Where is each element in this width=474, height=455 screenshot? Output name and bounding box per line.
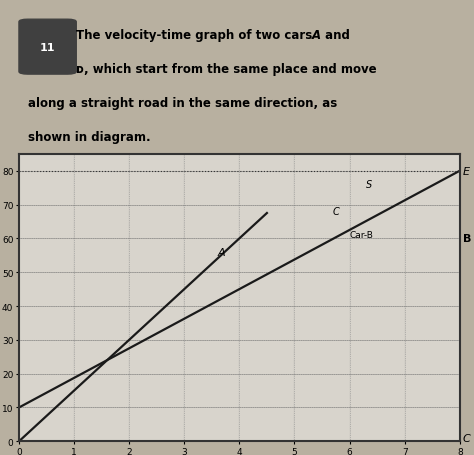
Text: ᴅ, which start from the same place and move: ᴅ, which start from the same place and m… <box>76 63 377 76</box>
Text: 11: 11 <box>40 43 55 52</box>
Text: B: B <box>463 234 471 244</box>
Text: S: S <box>366 180 373 190</box>
Text: and: and <box>321 29 350 42</box>
Text: A: A <box>217 248 225 258</box>
Text: The velocity-time graph of two cars: The velocity-time graph of two cars <box>76 29 317 42</box>
Text: C: C <box>333 207 340 217</box>
FancyBboxPatch shape <box>19 20 76 75</box>
Text: E: E <box>463 167 470 177</box>
Text: A: A <box>312 29 321 42</box>
Text: C: C <box>463 433 470 443</box>
Text: Car-B: Car-B <box>349 231 374 240</box>
Text: shown in diagram.: shown in diagram. <box>28 131 150 144</box>
Text: along a straight road in the same direction, as: along a straight road in the same direct… <box>28 97 337 110</box>
